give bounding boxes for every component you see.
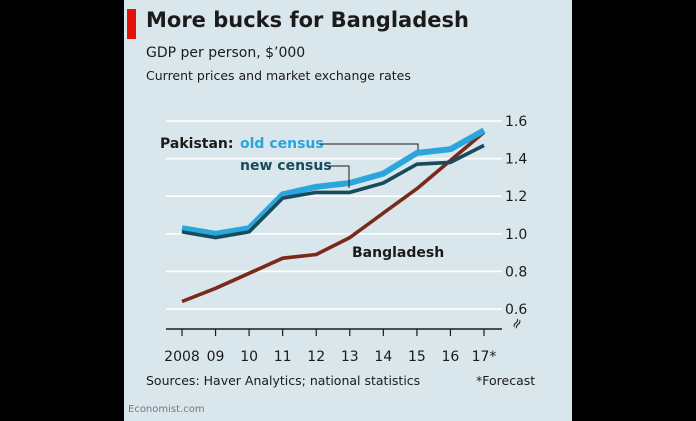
publisher-credit: Economist.com xyxy=(128,404,205,415)
bangladesh-label: Bangladesh xyxy=(352,245,444,261)
x-tick-label: 10 xyxy=(240,349,258,365)
y-tick-labels: 0.60.81.01.21.41.6≈ xyxy=(505,114,527,333)
brand-red-tag xyxy=(127,9,136,39)
source-note: Sources: Haver Analytics; national stati… xyxy=(146,373,421,388)
old-census-label: old census xyxy=(240,136,324,152)
x-axis: 2008 09 10 11 12 13 14 15 16 17* xyxy=(164,328,502,365)
x-tick-label: 14 xyxy=(374,349,392,365)
x-tick-label: 11 xyxy=(274,349,292,365)
new-census-leader-line xyxy=(328,165,350,188)
y-tick-label: 0.8 xyxy=(505,264,527,280)
new-census-label: new census xyxy=(240,158,332,174)
chart-title: More bucks for Bangladesh xyxy=(146,8,469,32)
series-lines xyxy=(181,127,486,304)
x-tick-label: 16 xyxy=(442,349,460,365)
chart-card xyxy=(124,0,572,421)
y-tick-label: 1.6 xyxy=(505,114,527,130)
new-census-line xyxy=(181,143,485,240)
series-labels: Pakistan: old census new census Banglade… xyxy=(160,136,444,261)
x-tick-label: 15 xyxy=(408,349,426,365)
chart-subtitle-secondary: Current prices and market exchange rates xyxy=(146,68,411,83)
x-tick-label: 13 xyxy=(341,349,359,365)
bangladesh-line xyxy=(181,130,486,304)
x-tick-label: 17* xyxy=(472,349,497,365)
x-tick-label: 12 xyxy=(307,349,325,365)
pakistan-label: Pakistan: xyxy=(160,136,233,152)
forecast-note: *Forecast xyxy=(476,373,536,388)
old-census-leader-line xyxy=(320,143,419,150)
gridlines xyxy=(166,120,502,310)
x-tick-label: 2008 xyxy=(164,349,200,365)
y-tick-label: 1.2 xyxy=(505,189,527,205)
y-tick-label: 1.0 xyxy=(505,227,527,243)
chart-subtitle: GDP per person, $’000 xyxy=(146,45,306,61)
y-tick-label: 1.4 xyxy=(505,152,527,168)
old-census-line xyxy=(181,127,486,237)
y-tick-label: 0.6 xyxy=(505,302,527,318)
x-tick-label: 09 xyxy=(207,349,225,365)
